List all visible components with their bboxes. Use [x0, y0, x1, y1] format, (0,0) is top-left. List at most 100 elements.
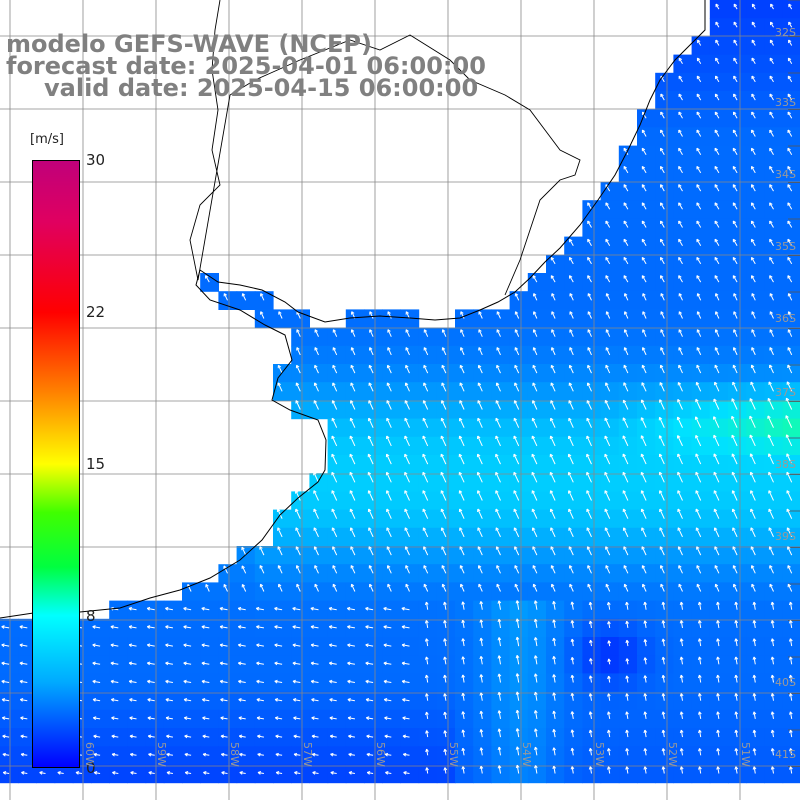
wind-cell	[546, 254, 565, 274]
wind-arrow-head	[660, 293, 664, 296]
wind-arrow-head	[238, 716, 242, 719]
wind-arrow-head	[733, 565, 737, 568]
wind-cell	[746, 436, 765, 456]
wind-arrow	[735, 693, 738, 701]
wind-arrow	[459, 527, 465, 538]
wind-arrow	[753, 602, 756, 610]
wind-cell	[527, 436, 547, 456]
wind-cell	[345, 509, 365, 529]
wind-arrow-head	[293, 698, 297, 700]
wind-arrow-head	[680, 601, 684, 605]
wind-cell	[473, 764, 492, 784]
wind-arrow-head	[405, 546, 409, 549]
wind-arrow	[789, 638, 793, 647]
wind-arrow	[787, 184, 793, 192]
wind-arrow-head	[626, 601, 629, 605]
wind-arrow-head	[444, 620, 447, 624]
wind-cell	[764, 655, 784, 674]
wind-arrow	[404, 508, 410, 519]
wind-cell	[109, 618, 128, 638]
wind-cell	[782, 109, 800, 128]
wind-arrow	[274, 607, 283, 611]
wind-arrow	[459, 508, 465, 519]
wind-arrow	[677, 416, 683, 428]
wind-cell	[564, 364, 583, 383]
wind-arrow-head	[535, 655, 538, 659]
wind-arrow-head	[733, 202, 737, 205]
wind-arrow-head	[331, 508, 335, 512]
wind-arrow-head	[310, 643, 315, 646]
wind-arrow-head	[386, 453, 390, 457]
wind-cell	[309, 618, 329, 638]
wind-arrow	[624, 329, 629, 337]
wind-cell	[709, 218, 729, 238]
wind-cell	[400, 509, 420, 529]
wind-arrow	[696, 257, 702, 265]
wind-arrow	[604, 417, 611, 428]
wind-arrow	[717, 638, 720, 647]
wind-cell	[291, 637, 310, 656]
wind-arrow	[787, 257, 793, 265]
wind-cell	[163, 709, 183, 729]
wind-cell	[218, 709, 238, 729]
wind-cell	[637, 200, 656, 219]
wind-cell	[364, 473, 383, 492]
wind-arrow	[662, 657, 665, 665]
wind-arrow	[623, 364, 629, 374]
wind-arrow	[644, 766, 647, 774]
wind-cell	[764, 400, 784, 420]
wind-cell	[582, 564, 602, 583]
wind-cell	[709, 527, 729, 547]
wind-arrow-head	[659, 435, 663, 438]
wind-cell	[254, 600, 274, 620]
wind-cell	[673, 236, 693, 256]
wind-arrow	[147, 680, 155, 683]
wind-arrow-head	[735, 638, 739, 642]
wind-arrow	[553, 765, 556, 774]
wind-arrow-head	[787, 165, 791, 169]
wind-arrow-head	[626, 766, 629, 770]
wind-cell	[473, 345, 492, 365]
wind-cell	[673, 418, 693, 438]
wind-arrow	[751, 111, 756, 119]
wind-cell	[655, 473, 674, 492]
wind-arrow	[278, 311, 283, 319]
wind-arrow-head	[440, 453, 444, 457]
wind-arrow	[387, 583, 392, 592]
wind-arrow	[659, 399, 665, 410]
wind-arrow	[402, 680, 410, 683]
wind-cell	[582, 637, 602, 656]
wind-arrow	[753, 711, 756, 719]
wind-arrow-head	[623, 220, 627, 224]
wind-cell	[291, 618, 310, 638]
wind-arrow-head	[642, 147, 646, 151]
wind-arrow	[1, 662, 10, 665]
wind-cell	[600, 436, 620, 456]
wind-arrow-head	[165, 661, 169, 664]
wind-arrow	[787, 238, 793, 246]
wind-cell	[455, 546, 474, 565]
wind-arrow	[477, 527, 483, 538]
wind-arrow-head	[402, 734, 407, 737]
wind-arrow	[569, 275, 574, 283]
wind-cell	[509, 491, 529, 511]
wind-cell	[582, 709, 602, 729]
wind-arrow	[587, 202, 592, 210]
wind-arrow-head	[296, 364, 300, 368]
wind-arrow-head	[348, 734, 352, 737]
wind-arrow	[623, 275, 629, 283]
wind-cell	[637, 236, 656, 256]
wind-arrow	[644, 711, 647, 719]
wind-arrow-head	[498, 673, 502, 677]
wind-cell	[473, 673, 492, 693]
wind-arrow-head	[329, 661, 333, 664]
wind-arrow	[626, 766, 629, 774]
wind-arrow	[769, 546, 774, 556]
wind-arrow	[551, 583, 556, 592]
wind-arrow	[534, 600, 538, 610]
wind-arrow-head	[733, 256, 737, 260]
wind-arrow	[622, 417, 629, 428]
colorbar-tick-22: 22	[86, 303, 106, 321]
wind-arrow	[313, 400, 319, 410]
wind-arrow-head	[714, 238, 718, 242]
